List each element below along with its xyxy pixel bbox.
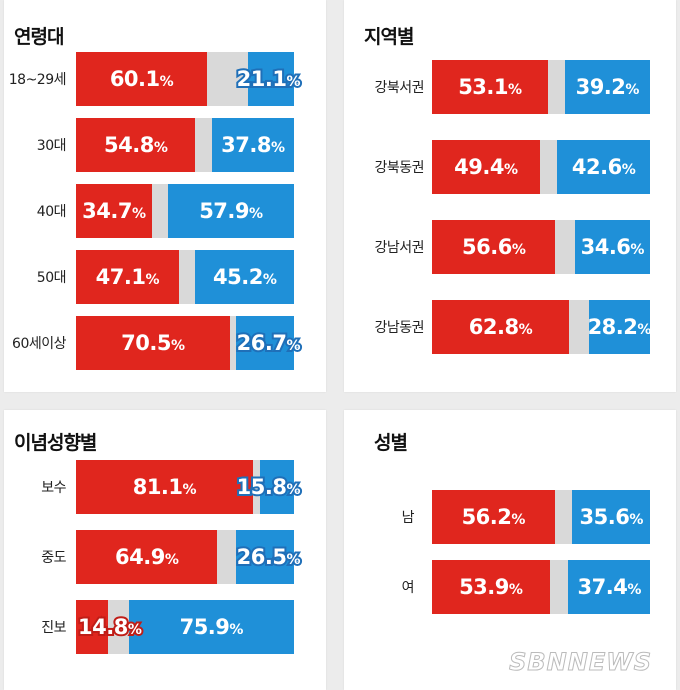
bar-track: 60.1% 21.1% — [76, 52, 302, 106]
data-label-series1: 49.4% — [454, 155, 518, 179]
data-label-series2: 28.2% — [587, 315, 652, 339]
bar-track: 34.7% 57.9% — [76, 184, 294, 238]
data-label-series1: 62.8% — [468, 315, 533, 339]
data-label-series2: 45.2% — [213, 265, 277, 289]
bar-series1 — [432, 300, 569, 354]
bar-track: 70.5% 26.7% — [76, 316, 302, 370]
bar-track: 14.8% 75.9% — [76, 600, 294, 654]
data-label-series2: 15.8% — [235, 473, 303, 501]
bar-series1 — [432, 220, 556, 274]
category-label: 진보 — [41, 620, 66, 636]
bar-track: 53.9% 37.4% — [432, 560, 650, 614]
category-label: 60세이상 — [12, 336, 66, 352]
data-label-series1: 56.2% — [461, 505, 526, 529]
category-label: 40대 — [36, 204, 67, 220]
bar-series1 — [432, 560, 550, 614]
bar-series2 — [235, 316, 294, 370]
category-label: 18~29세 — [8, 72, 67, 88]
bar-series2 — [557, 140, 650, 194]
bar-series1 — [76, 52, 208, 106]
chart-title: 이념성향별 — [14, 432, 97, 454]
data-label-series2: 21.1% — [235, 65, 303, 93]
bar-series1 — [76, 250, 179, 304]
data-label-series1: 70.5% — [121, 331, 185, 355]
data-label-series1: 47.1% — [95, 265, 160, 289]
bar-series1 — [76, 184, 152, 238]
category-label: 50대 — [36, 270, 67, 286]
bar-series1 — [432, 140, 540, 194]
data-label-series2: 37.8% — [221, 133, 285, 157]
category-label: 중도 — [41, 550, 66, 566]
bar-series1 — [76, 600, 109, 654]
data-label-series2: 35.6% — [579, 505, 644, 529]
chart-title: 성별 — [374, 432, 408, 454]
data-label-series1: 64.9% — [115, 545, 179, 569]
bar-track: 56.2% 35.6% — [432, 490, 650, 544]
data-label-series2: 37.4% — [577, 575, 642, 599]
bar-series1 — [432, 60, 548, 114]
bar-series2 — [259, 460, 294, 514]
chart-title: 지역별 — [364, 26, 414, 48]
bar-series2 — [248, 52, 294, 106]
bar-series2 — [564, 60, 650, 114]
category-label: 보수 — [41, 480, 66, 496]
bar-series2 — [572, 490, 650, 544]
category-label: 여 — [401, 580, 415, 596]
chart-title: 연령대 — [14, 26, 64, 48]
bar-track: 81.1% 15.8% — [76, 460, 302, 514]
data-label-series2: 39.2% — [575, 75, 640, 99]
data-label-series1: 60.1% — [109, 67, 174, 91]
bar-series2 — [568, 560, 650, 614]
bar-series1 — [76, 530, 218, 584]
category-label: 강남서권 — [374, 240, 424, 256]
bar-series2 — [236, 530, 294, 584]
bar-series1 — [76, 118, 196, 172]
bar-series2 — [167, 184, 294, 238]
bar-track: 54.8% 37.8% — [76, 118, 294, 172]
data-label-series2: 57.9% — [199, 199, 263, 223]
data-label-series1: 34.7% — [82, 199, 146, 223]
bar-track: 53.1% 39.2% — [432, 60, 650, 114]
data-label-series1: 53.9% — [459, 575, 523, 599]
category-label: 강북서권 — [374, 80, 424, 96]
watermark: SBNNEWS — [509, 648, 652, 677]
bar-series2 — [195, 250, 294, 304]
chart-panel — [344, 410, 676, 690]
bar-series2 — [588, 300, 650, 354]
bar-series2 — [211, 118, 294, 172]
data-label-series2: 75.9% — [179, 615, 244, 639]
bar-series1 — [432, 490, 555, 544]
data-label-series1: 56.6% — [462, 235, 526, 259]
bar-track: 64.9% 26.5% — [76, 530, 302, 584]
bar-series1 — [76, 316, 230, 370]
data-label-series2: 26.7% — [235, 329, 303, 357]
category-label: 강남동권 — [374, 320, 424, 336]
data-label-series2: 34.6% — [580, 235, 645, 259]
bar-track: 47.1% 45.2% — [76, 250, 294, 304]
data-label-series2: 42.6% — [571, 155, 636, 179]
bar-track: 62.8% 28.2% — [432, 300, 652, 354]
bar-series2 — [574, 220, 650, 274]
data-label-series1: 54.8% — [104, 133, 168, 157]
category-label: 남 — [401, 510, 415, 526]
bar-series2 — [128, 600, 294, 654]
data-label-series1: 53.1% — [458, 75, 522, 99]
data-label-series2: 26.5% — [235, 543, 303, 571]
category-label: 30대 — [36, 138, 67, 154]
data-label-series1: 81.1% — [132, 475, 197, 499]
category-label: 강북동권 — [374, 160, 424, 176]
bar-track: 56.6% 34.6% — [432, 220, 650, 274]
bar-track: 49.4% 42.6% — [432, 140, 650, 194]
data-label-series1: 14.8% — [76, 613, 144, 641]
bar-series1 — [76, 460, 253, 514]
